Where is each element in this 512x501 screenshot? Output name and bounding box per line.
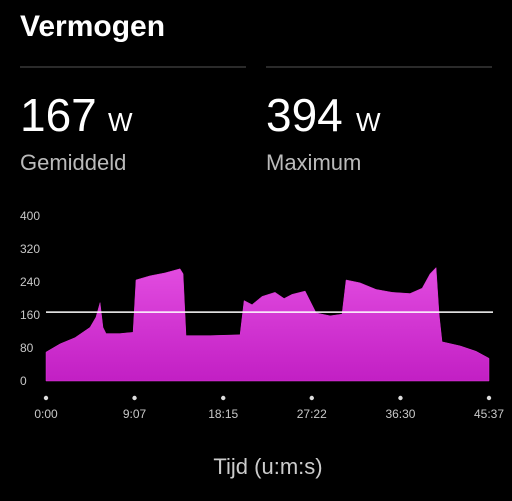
x-tick-dot — [132, 395, 137, 401]
x-tick-label: 45:37 — [474, 407, 504, 421]
stat-unit: W — [356, 107, 381, 137]
power-area — [45, 266, 490, 382]
x-tick-label: 27:22 — [297, 407, 327, 421]
x-tick-dot — [398, 395, 403, 401]
stat-unit: W — [108, 107, 133, 137]
x-tick-dot — [43, 395, 49, 401]
x-tick-label: 0:00 — [34, 407, 58, 421]
x-tick-dot — [309, 395, 314, 401]
stat-label: Gemiddeld — [20, 150, 126, 175]
stat-value: 394 — [266, 89, 343, 141]
x-tick-label: 18:15 — [208, 407, 238, 421]
stat-label: Maximum — [266, 150, 361, 175]
x-axis-label: Tijd (u:m:s) — [213, 454, 322, 479]
title: Vermogen — [20, 10, 165, 43]
y-tick-label: 240 — [20, 275, 40, 289]
y-tick-label: 160 — [20, 308, 40, 322]
y-tick-label: 400 — [20, 209, 40, 223]
stat-value: 167 — [20, 89, 97, 141]
y-tick-label: 320 — [20, 242, 40, 256]
x-tick-label: 36:30 — [385, 407, 415, 421]
x-tick-dot — [486, 395, 492, 401]
y-tick-label: 80 — [20, 341, 34, 355]
x-tick-dot — [221, 395, 226, 401]
x-tick-label: 9:07 — [123, 407, 147, 421]
y-tick-label: 0 — [20, 374, 27, 388]
